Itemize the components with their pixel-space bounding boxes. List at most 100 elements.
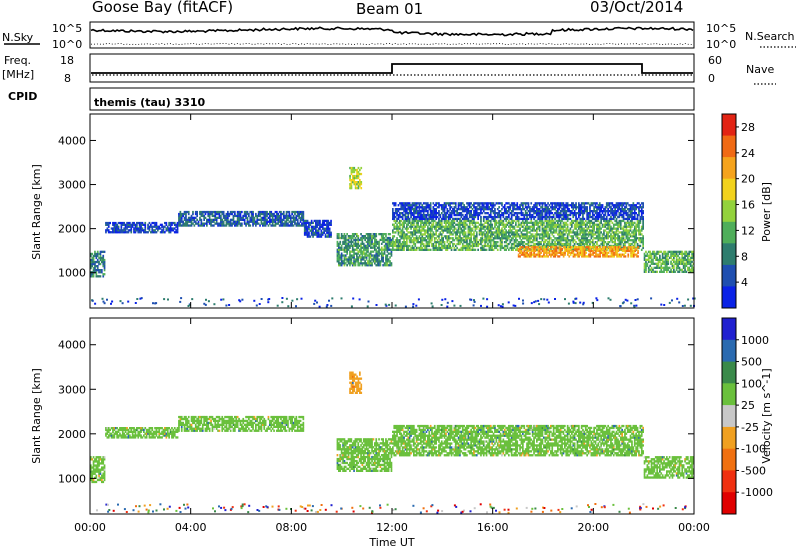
data-cell — [306, 235, 309, 238]
data-cell — [431, 212, 433, 215]
data-cell — [112, 227, 114, 230]
data-cell — [579, 241, 582, 244]
data-cell — [617, 239, 619, 242]
data-cell — [461, 239, 464, 242]
data-cell — [425, 223, 428, 226]
data-cell — [180, 220, 183, 223]
data-cell — [438, 219, 440, 223]
data-cell — [554, 248, 557, 251]
data-cell — [561, 242, 563, 246]
data-cell — [488, 227, 491, 230]
data-cell — [579, 213, 582, 217]
data-cell — [295, 214, 298, 218]
data-cell — [420, 212, 422, 215]
data-cell — [561, 217, 563, 221]
data-cell — [597, 237, 600, 240]
data-cell — [450, 215, 453, 219]
data-cell — [473, 213, 475, 217]
data-cell — [466, 210, 468, 213]
data-cell — [438, 221, 440, 224]
data-cell — [109, 231, 111, 234]
data-cell — [635, 241, 637, 244]
data-cell — [635, 233, 637, 236]
data-cell — [390, 248, 393, 251]
data-cell — [447, 213, 450, 217]
data-cell — [207, 210, 210, 214]
data-cell — [360, 181, 363, 184]
data-cell — [350, 240, 353, 244]
data-cell — [421, 206, 424, 209]
data-cell — [288, 224, 291, 227]
data-cell — [562, 204, 565, 207]
data-cell — [615, 229, 618, 232]
data-cell — [484, 242, 486, 246]
data-cell — [386, 236, 389, 240]
data-cell — [270, 218, 273, 221]
data-cell — [231, 222, 233, 225]
data-cell — [439, 215, 442, 219]
data-cell — [598, 204, 601, 207]
data-cell — [357, 172, 360, 176]
data-cell — [106, 227, 109, 230]
data-cell — [597, 212, 600, 215]
data-cell — [461, 217, 464, 221]
data-cell — [358, 250, 361, 253]
data-cell — [509, 235, 512, 238]
data-cell — [584, 235, 587, 238]
data-cell — [494, 213, 496, 217]
data-cell — [179, 210, 182, 214]
data-cell — [439, 221, 442, 224]
data-cell — [420, 241, 422, 244]
data-cell — [105, 223, 107, 226]
data-cell — [210, 210, 212, 214]
data-cell — [154, 231, 156, 234]
data-cell — [371, 236, 373, 240]
data-cell — [506, 231, 509, 234]
data-cell — [473, 204, 475, 207]
data-cell — [401, 215, 404, 219]
data-cell — [586, 233, 588, 236]
data-cell — [452, 223, 454, 226]
data-cell — [362, 235, 365, 238]
data-cell — [443, 221, 446, 224]
data-cell — [323, 227, 325, 230]
data-cell — [551, 206, 554, 209]
data-cell — [183, 224, 186, 227]
data-cell — [350, 242, 353, 245]
data-cell — [281, 222, 284, 225]
data-cell — [633, 249, 635, 253]
data-cell — [463, 235, 465, 238]
data-cell — [413, 213, 415, 217]
data-cell — [390, 264, 393, 267]
data-cell — [210, 220, 212, 223]
data-cell — [557, 202, 559, 205]
data-cell — [401, 235, 404, 238]
data-cell — [317, 233, 320, 236]
data-cell — [567, 246, 569, 249]
data-cell — [540, 213, 542, 217]
data-cell — [228, 224, 231, 227]
data-cell — [459, 217, 461, 221]
data-cell — [312, 235, 314, 238]
data-cell — [375, 248, 378, 251]
data-cell — [96, 254, 99, 258]
data-cell — [642, 242, 644, 246]
data-cell — [547, 244, 549, 248]
data-cell — [627, 248, 630, 251]
data-cell — [587, 244, 590, 248]
data-cell — [443, 212, 446, 215]
data-cell — [565, 231, 568, 234]
data-cell — [554, 225, 556, 228]
data-cell — [213, 210, 215, 214]
data-cell — [382, 254, 384, 257]
data-cell — [487, 239, 489, 242]
data-cell — [440, 246, 443, 250]
data-cell — [435, 210, 437, 213]
data-cell — [466, 213, 468, 217]
data-cell — [438, 210, 440, 213]
data-cell — [351, 235, 354, 238]
data-cell — [420, 221, 422, 224]
data-cell — [324, 219, 327, 223]
data-cell — [316, 233, 319, 236]
data-cell — [255, 222, 257, 225]
